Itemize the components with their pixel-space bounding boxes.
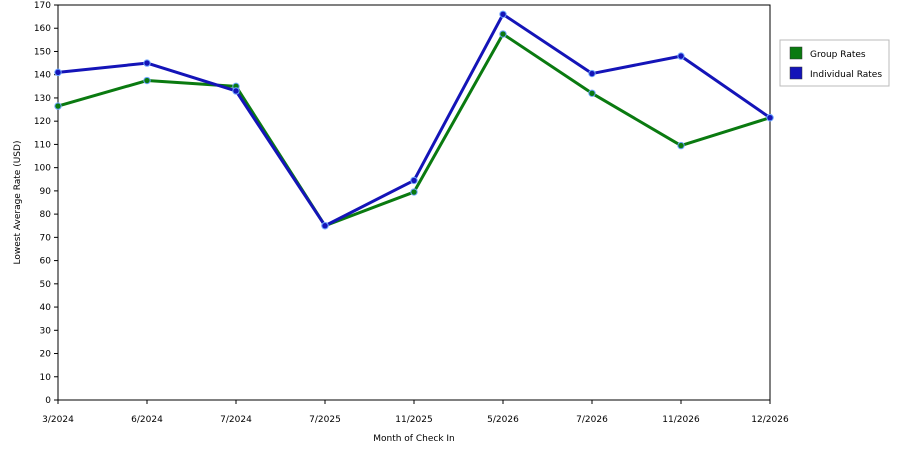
y-tick-label: 130 [34,94,51,104]
x-tick-label: 11/2025 [395,415,432,425]
data-point [54,68,62,77]
y-tick-label: 160 [34,24,51,34]
axes: 0 10 20 30 40 50 60 70 80 90 100 110 120 130 140 150 160… [13,1,789,444]
plot-area [57,4,771,401]
y-tick-label: 170 [34,1,51,11]
data-point [410,188,418,196]
data-point [766,113,774,122]
x-tick-label: 11/2026 [662,415,700,425]
legend-swatch [789,46,803,60]
data-point [54,102,62,110]
legend-swatch [789,66,803,80]
y-tick-label: 140 [34,71,51,81]
y-tick-label: 80 [40,210,52,220]
data-point [321,222,329,230]
y-tick-label: 10 [40,373,52,383]
legend-label: Group Rates [810,50,866,60]
legend: Group Rates Individual Rates [779,39,890,87]
x-axis-title: Month of Check In [373,434,455,444]
x-tick-label: 3/2024 [42,415,74,425]
data-point [232,87,240,95]
x-tick-label: 6/2024 [131,415,163,425]
data-point [143,76,151,85]
y-tick-label: 20 [40,350,52,360]
x-tick-label: 12/2026 [751,415,789,425]
y-tick-label: 0 [45,396,51,406]
y-tick-label: 40 [40,303,52,313]
data-point [588,89,596,97]
data-point [588,69,596,78]
y-tick-label: 50 [40,280,52,290]
y-axis-title: Lowest Average Rate (USD) [13,141,23,265]
data-point [143,59,151,67]
data-point [499,30,507,38]
x-tick-label: 7/2024 [220,415,252,425]
data-point [677,141,685,150]
y-tick-label: 30 [40,326,52,336]
x-tick-label: 7/2025 [309,415,341,425]
y-tick-label: 110 [34,140,51,150]
y-tick-label: 120 [34,117,51,127]
y-tick-label: 70 [40,233,52,243]
x-tick-label: 7/2026 [576,415,608,425]
y-tick-label: 100 [34,164,51,174]
data-point [677,52,685,60]
y-tick-label: 90 [40,187,52,197]
y-tick-label: 60 [40,257,52,267]
data-point [410,176,418,185]
x-tick-label: 5/2026 [487,415,519,425]
data-point [499,10,507,18]
data-points [54,10,774,230]
legend-label: Individual Rates [810,70,882,80]
y-tick-label: 150 [34,47,51,57]
